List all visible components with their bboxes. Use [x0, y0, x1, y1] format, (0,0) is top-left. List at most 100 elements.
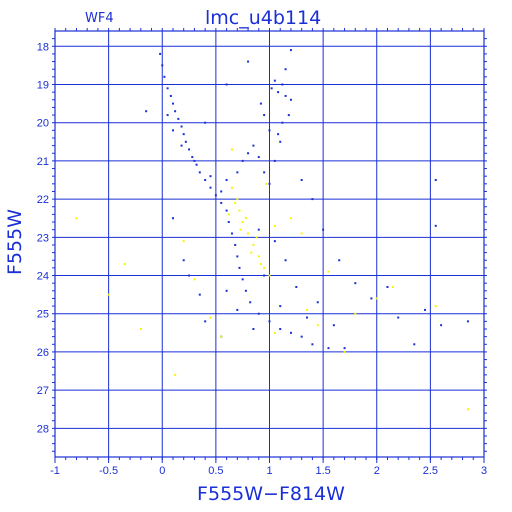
data-point-yellow — [255, 236, 258, 239]
data-point-blue — [332, 324, 335, 327]
y-tick-label: 28 — [37, 423, 49, 435]
data-point-blue — [209, 186, 212, 189]
data-point-yellow — [174, 373, 177, 376]
data-point-blue — [263, 114, 266, 117]
data-point-yellow — [434, 305, 437, 308]
data-point-yellow — [289, 217, 292, 220]
data-point-blue — [277, 91, 280, 94]
data-point-blue — [289, 98, 292, 101]
data-point-blue — [284, 259, 287, 262]
data-point-blue — [182, 259, 185, 262]
data-point-yellow — [107, 293, 110, 296]
y-tick-label: 21 — [37, 156, 49, 168]
data-point-yellow — [75, 217, 78, 220]
data-point-blue — [386, 285, 389, 288]
data-point-blue — [234, 243, 237, 246]
data-point-blue — [257, 156, 260, 159]
data-point-yellow — [306, 308, 309, 311]
data-point-blue — [236, 255, 239, 258]
data-point-yellow — [265, 182, 268, 185]
data-point-blue — [273, 240, 276, 243]
data-point-blue — [263, 274, 266, 277]
data-point-blue — [204, 121, 207, 124]
y-tick-label: 20 — [37, 118, 49, 130]
data-point-blue — [279, 140, 282, 143]
data-point-yellow — [139, 328, 142, 331]
data-point-blue — [227, 221, 230, 224]
data-point-blue — [169, 94, 172, 97]
data-point-blue — [300, 179, 303, 182]
data-point-blue — [252, 328, 255, 331]
x-tick-label: -1 — [50, 465, 60, 477]
data-point-blue — [174, 110, 177, 113]
data-point-yellow — [263, 266, 266, 269]
data-point-yellow — [234, 201, 237, 204]
data-point-yellow — [182, 240, 185, 243]
data-point-yellow — [193, 278, 196, 281]
data-point-yellow — [241, 221, 244, 224]
data-point-blue — [166, 87, 169, 90]
data-point-yellow — [375, 297, 378, 300]
data-point-yellow — [273, 224, 276, 227]
data-point-blue — [180, 125, 183, 128]
y-tick-label: 24 — [37, 271, 49, 283]
data-point-blue — [198, 293, 201, 296]
data-point-blue — [171, 102, 174, 105]
data-point-yellow — [247, 232, 250, 235]
data-point-blue — [244, 289, 247, 292]
data-point-blue — [220, 201, 223, 204]
data-point-blue — [306, 316, 309, 319]
y-tick-label: 27 — [37, 385, 49, 397]
data-point-blue — [440, 324, 443, 327]
data-point-blue — [252, 144, 255, 147]
data-point-blue — [281, 121, 284, 124]
data-point-blue — [193, 159, 196, 162]
y-tick-label: 19 — [37, 79, 49, 91]
data-point-blue — [171, 129, 174, 132]
data-point-blue — [145, 110, 148, 113]
data-point-blue — [247, 152, 250, 155]
data-point-yellow — [239, 228, 242, 231]
data-point-blue — [238, 266, 241, 269]
data-point-blue — [161, 64, 164, 67]
data-point-blue — [413, 343, 416, 346]
data-point-blue — [166, 114, 169, 117]
data-point-yellow — [391, 285, 394, 288]
data-point-blue — [289, 331, 292, 334]
x-tick-label: 3 — [481, 465, 487, 477]
data-point-blue — [236, 308, 239, 311]
data-point-blue — [249, 301, 252, 304]
data-point-blue — [316, 301, 319, 304]
data-point-yellow — [327, 270, 330, 273]
data-point-blue — [370, 297, 373, 300]
data-point-blue — [204, 179, 207, 182]
data-point-blue — [230, 232, 233, 235]
y-tick-label: 22 — [37, 194, 49, 206]
y-tick-label: 23 — [37, 232, 49, 244]
data-point-blue — [209, 175, 212, 178]
frame-layer — [52, 28, 487, 463]
data-point-yellow — [230, 186, 233, 189]
data-point-blue — [434, 224, 437, 227]
data-point-blue — [220, 190, 223, 193]
y-tick-label: 25 — [37, 309, 49, 321]
data-point-blue — [236, 171, 239, 174]
data-point-blue — [397, 316, 400, 319]
x-tick-label: 0.5 — [208, 465, 223, 477]
data-point-blue — [300, 335, 303, 338]
data-point-blue — [270, 87, 273, 90]
x-axis-label: F555W−F814W — [197, 483, 345, 505]
x-tick-label: 0 — [159, 465, 165, 477]
data-point-blue — [182, 133, 185, 136]
data-point-yellow — [227, 213, 230, 216]
data-point-blue — [225, 289, 228, 292]
x-tick-label: 2.5 — [423, 465, 438, 477]
data-point-yellow — [250, 251, 253, 254]
tick-labels: -1 -0.5 0 0.5 1 1.5 2 2.5 3 18 19 20 21 22 23 24 25 26 27 2… — [37, 41, 487, 477]
data-point-blue — [225, 179, 228, 182]
data-point-yellow — [244, 217, 247, 220]
data-point-yellow — [273, 331, 276, 334]
data-point-blue — [184, 140, 187, 143]
data-point-yellow — [238, 209, 241, 212]
